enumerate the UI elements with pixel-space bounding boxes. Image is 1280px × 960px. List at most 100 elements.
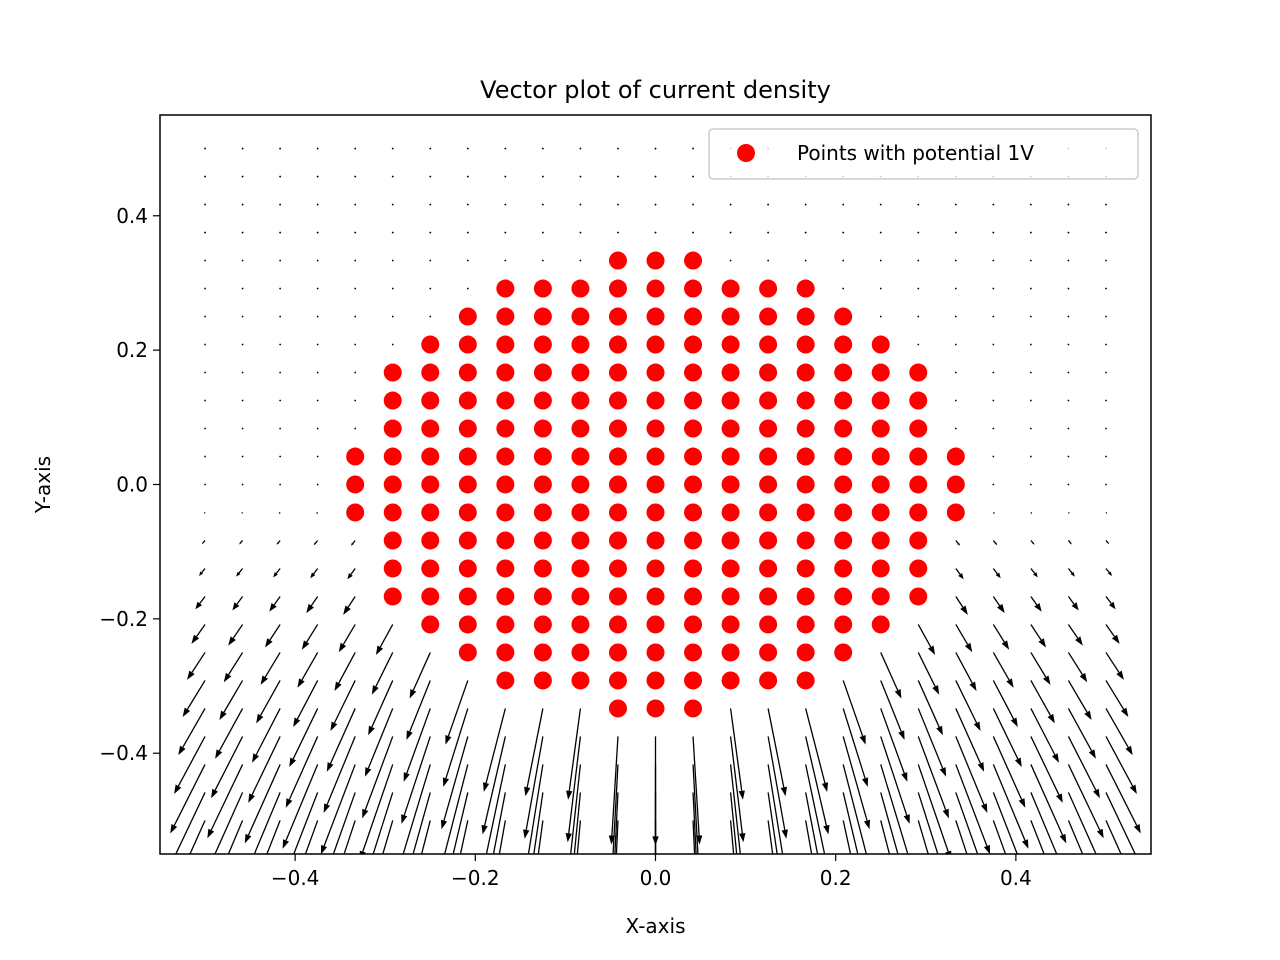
quiver-arrow (992, 483, 995, 486)
quiver-arrow (279, 315, 282, 318)
quiver-arrow (1029, 287, 1032, 290)
potential-point (571, 475, 590, 494)
potential-point (834, 419, 853, 438)
quiver-arrow (1105, 540, 1110, 545)
quiver-arrow (1029, 315, 1032, 318)
x-axis-label: X-axis (626, 914, 686, 938)
quiver-arrow (541, 259, 544, 262)
quiver-arrow (1029, 203, 1032, 206)
quiver-arrow (917, 736, 949, 819)
quiver-arrow (1067, 596, 1079, 611)
quiver-arrow (204, 231, 206, 234)
potential-point (608, 699, 627, 718)
quiver-arrow (842, 792, 859, 854)
potential-point (871, 475, 890, 494)
quiver-arrow (191, 624, 206, 644)
quiver-arrow (316, 203, 319, 206)
quiver-arrow (954, 231, 957, 234)
quiver-arrow (279, 343, 282, 346)
potential-point (834, 559, 853, 578)
potential-point (721, 363, 740, 382)
potential-point (796, 671, 815, 690)
quiver-arrow (954, 427, 957, 430)
quiver-arrow (576, 820, 582, 854)
quiver-arrow (954, 371, 957, 374)
quiver-arrow (1105, 736, 1137, 794)
quiver-arrow (241, 512, 244, 514)
potential-point (684, 391, 703, 410)
potential-point (759, 587, 778, 606)
quiver-arrow (248, 736, 281, 803)
quiver-arrow (504, 175, 507, 178)
quiver-arrow (429, 259, 432, 262)
quiver-arrow (227, 820, 244, 854)
quiver-arrow (204, 483, 206, 486)
potential-point (759, 307, 778, 326)
quiver-arrow (1105, 259, 1107, 262)
quiver-arrow (273, 568, 281, 578)
potential-point (834, 363, 853, 382)
potential-point (909, 419, 928, 438)
quiver-arrow (282, 764, 319, 849)
potential-point (496, 391, 515, 410)
quiver-arrow (954, 203, 957, 206)
quiver-arrow (466, 175, 469, 178)
quiver-arrow (917, 259, 920, 262)
quiver-arrow (1067, 455, 1070, 458)
quiver-arrow (354, 315, 357, 318)
quiver-arrow (729, 708, 745, 800)
potential-point (909, 447, 928, 466)
quiver-arrow (880, 736, 910, 824)
quiver-arrow (573, 792, 582, 854)
potential-point (346, 503, 365, 522)
quiver-arrow (654, 147, 657, 150)
potential-point (721, 307, 740, 326)
potential-point (533, 503, 552, 522)
quiver-arrow (375, 624, 394, 655)
potential-point (721, 475, 740, 494)
y-axis-ticks: −0.4 −0.2 0.0 0.2 0.4 (99, 204, 160, 765)
quiver-arrow (1029, 371, 1032, 374)
quiver-arrow (1067, 427, 1070, 430)
potential-point (533, 307, 552, 326)
potential-point (496, 531, 515, 550)
quiver-arrow (289, 708, 319, 768)
potential-points (346, 251, 965, 718)
potential-point (721, 279, 740, 298)
quiver-arrow (429, 287, 432, 290)
potential-point (533, 587, 552, 606)
potential-point (608, 643, 627, 662)
quiver-arrow (1105, 315, 1107, 318)
potential-point (759, 531, 778, 550)
quiver-arrow (533, 792, 544, 854)
potential-point (946, 475, 965, 494)
quiver-arrow (729, 231, 732, 234)
quiver-arrow (1105, 680, 1129, 718)
quiver-arrow (1067, 259, 1070, 262)
quiver-arrow (350, 540, 356, 546)
quiver-arrow (992, 540, 998, 546)
quiver-arrow (326, 708, 356, 772)
potential-point (796, 559, 815, 578)
quiver-arrow (504, 231, 507, 234)
potential-point (796, 475, 815, 494)
quiver-arrow (955, 820, 968, 854)
quiver-arrow (541, 175, 544, 178)
potential-point (684, 447, 703, 466)
quiver-arrow (1030, 708, 1059, 763)
quiver-arrow (354, 399, 357, 402)
quiver-arrow (485, 764, 506, 854)
potential-point (458, 419, 477, 438)
quiver-arrow (992, 764, 1029, 849)
potential-point (421, 615, 440, 634)
potential-point (458, 615, 477, 634)
potential-point (571, 587, 590, 606)
quiver-arrow (1105, 455, 1107, 458)
potential-point (871, 559, 890, 578)
potential-point (608, 671, 627, 690)
potential-point (721, 503, 740, 522)
quiver-arrow (692, 792, 697, 854)
quiver-arrow (316, 315, 319, 318)
potential-point (571, 335, 590, 354)
potential-point (759, 391, 778, 410)
